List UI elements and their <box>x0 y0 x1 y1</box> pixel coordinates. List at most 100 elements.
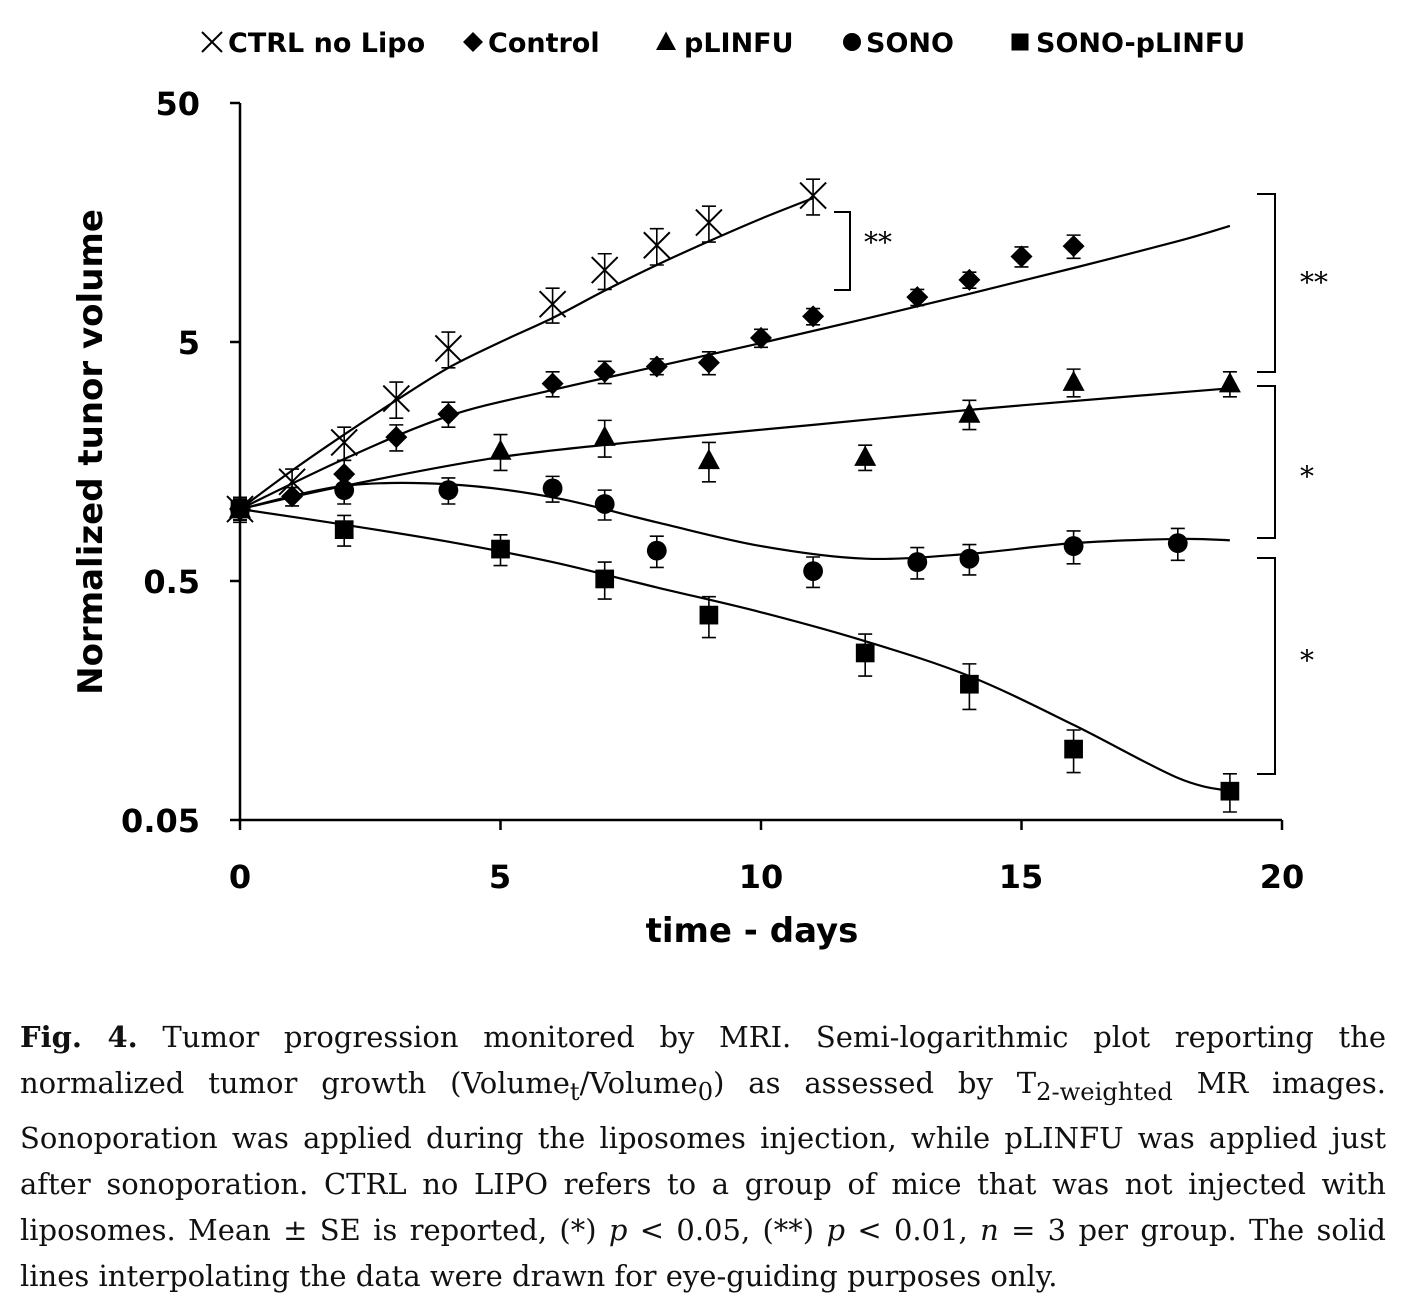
caption-sub-weighted: 2-weighted <box>1036 1077 1173 1106</box>
caption-sub-t: t <box>569 1077 580 1106</box>
y-axis-title: Normalized tunor volume <box>71 209 111 695</box>
point-series-0-pt-7 <box>643 231 671 259</box>
y-tick-label-0.5: 0.5 <box>143 563 200 601</box>
error-bar-series-0-pt-8 <box>701 205 716 243</box>
bracket-plinfu-vs-sono <box>1257 385 1276 539</box>
legend-symbol-4 <box>1011 33 1029 51</box>
sig-label-ctrl-vs-control: ** <box>864 226 892 259</box>
point-series-0-pt-1 <box>278 468 306 496</box>
point-series-0-pt-2 <box>330 428 358 457</box>
point-series-4-pt-1 <box>334 520 354 540</box>
legend-label-ctrl-no-lipo: CTRL no Lipo <box>228 28 425 59</box>
error-bar-series-0-pt-4 <box>441 331 456 369</box>
sig-label-sono-vs-sono-plinfu: * <box>1300 644 1314 677</box>
point-series-4-pt-4 <box>699 605 719 625</box>
point-series-1-pt-14 <box>1062 235 1085 258</box>
point-series-1-pt-3 <box>385 426 408 449</box>
caption-text-3: ) as assessed by T <box>713 1066 1037 1100</box>
point-series-4-pt-5 <box>855 643 875 663</box>
x-axis-title: time - days <box>646 911 859 951</box>
point-series-1-pt-8 <box>697 351 720 374</box>
error-bar-series-0-pt-6 <box>597 252 612 291</box>
legend-label-sono: SONO <box>866 28 954 59</box>
caption-n: n <box>980 1212 999 1247</box>
point-series-0-pt-3 <box>382 384 411 413</box>
point-series-1-pt-9 <box>750 326 772 349</box>
bracket-ctrl-vs-control <box>834 211 851 291</box>
point-series-3-pt-8 <box>959 548 980 569</box>
point-series-4-pt-8 <box>1220 781 1240 801</box>
point-series-2-pt-7 <box>1218 372 1241 393</box>
error-bar-series-0-pt-5 <box>545 287 560 324</box>
x-tick-label-10: 10 <box>739 858 784 896</box>
point-series-1-pt-6 <box>593 360 616 383</box>
legend-marker-control <box>463 32 483 52</box>
point-series-4-pt-7 <box>1064 739 1083 759</box>
legend-marker-ctrl-no-lipo <box>201 31 223 53</box>
point-series-2-pt-2 <box>593 425 616 446</box>
error-bar-series-0-pt-7 <box>649 227 664 266</box>
sig-label-plinfu-vs-sono: * <box>1300 460 1314 493</box>
point-series-2-pt-3 <box>697 448 720 470</box>
point-series-0-pt-8 <box>695 208 723 237</box>
sig-label-control-vs-plinfu: ** <box>1300 266 1328 299</box>
point-series-3-pt-6 <box>803 561 823 582</box>
caption-text-4: MR images. Sonoporation was applied duri… <box>20 1066 1386 1247</box>
point-series-2-pt-5 <box>958 402 981 423</box>
legend-label-control: Control <box>488 28 600 59</box>
point-series-1-pt-5 <box>541 372 564 395</box>
legend-symbol-0 <box>201 31 223 53</box>
fit-line-series-0 <box>239 197 814 510</box>
point-series-4-pt-6 <box>960 674 979 694</box>
x-tick-label-5: 5 <box>489 858 511 896</box>
caption-sub-0: 0 <box>697 1077 714 1106</box>
point-series-3-pt-10 <box>1167 533 1188 554</box>
legend-symbol-2 <box>656 31 676 50</box>
point-series-1-pt-11 <box>906 286 929 309</box>
point-series-1-pt-13 <box>1010 245 1033 268</box>
point-series-1-pt-10 <box>802 305 825 328</box>
fit-line-series-4 <box>239 507 1231 793</box>
caption-p1: p <box>608 1212 628 1247</box>
data-points <box>226 181 1241 801</box>
point-series-3-pt-1 <box>334 480 355 501</box>
legend-marker-sono <box>843 33 861 51</box>
tumor-volume-chart: CTRL no Lipo Control pLINFU SONO SONO-pL… <box>71 28 1328 951</box>
point-series-4-pt-0 <box>230 499 250 519</box>
y-ticks <box>230 101 240 822</box>
caption-text-5: < 0.05, (**) <box>627 1212 827 1247</box>
point-series-2-pt-6 <box>1062 370 1085 391</box>
point-series-1-pt-2 <box>333 463 356 486</box>
point-series-1-pt-7 <box>645 355 668 378</box>
legend-marker-sono-plinfu <box>1011 33 1029 51</box>
point-series-3-pt-5 <box>646 540 667 561</box>
caption-text-7: = 3 per group. The solid lines interpola… <box>20 1212 1386 1293</box>
error-bar-series-0-pt-9 <box>806 178 821 216</box>
caption-text-6: < 0.01, <box>845 1212 981 1247</box>
point-series-1-pt-12 <box>958 268 981 291</box>
x-tick-label-15: 15 <box>999 858 1044 896</box>
legend-marker-plinfu <box>656 31 676 50</box>
x-tick-label-0: 0 <box>229 858 251 896</box>
y-tick-label-50: 50 <box>155 85 200 123</box>
fit-lines <box>239 197 1231 793</box>
point-series-2-pt-4 <box>854 445 877 466</box>
point-series-0-pt-6 <box>590 256 619 284</box>
legend: CTRL no Lipo Control pLINFU SONO SONO-pL… <box>201 28 1245 59</box>
y-tick-label-5: 5 <box>178 324 200 362</box>
figure-caption: Fig. 4. Tumor progression monitored by M… <box>20 1014 1386 1299</box>
caption-text-1: Tumor progression monitored by MRI. Semi… <box>20 1020 1386 1100</box>
point-series-3-pt-3 <box>542 478 563 499</box>
significance-brackets: ** ** * * <box>834 193 1328 775</box>
x-tick-label-20: 20 <box>1260 858 1305 896</box>
point-series-3-pt-4 <box>594 494 615 514</box>
legend-symbol-3 <box>843 33 861 51</box>
figure-label: Fig. 4. <box>20 1020 138 1054</box>
error-bar-series-0-pt-3 <box>389 381 404 419</box>
point-series-4-pt-3 <box>595 569 615 589</box>
fit-line-series-2 <box>239 387 1230 511</box>
point-series-0-pt-5 <box>538 290 567 318</box>
legend-symbol-1 <box>463 32 483 52</box>
x-ticks <box>238 820 1284 830</box>
fit-line-series-1 <box>239 224 1231 511</box>
